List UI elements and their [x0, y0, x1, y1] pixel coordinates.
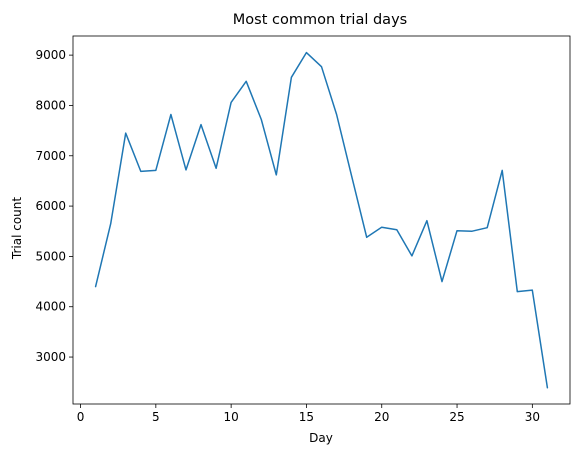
x-tick-label: 20 — [374, 410, 389, 424]
y-tick-label: 3000 — [35, 350, 66, 364]
series-line — [94, 51, 549, 389]
x-tick-label: 15 — [299, 410, 314, 424]
y-tick-label: 5000 — [35, 249, 66, 263]
y-axis: 3000 4000 5000 6000 7000 8000 9000 — [35, 48, 73, 364]
x-tick-label: 10 — [223, 410, 238, 424]
x-tick-label: 5 — [152, 410, 160, 424]
y-tick-label: 8000 — [35, 98, 66, 112]
plot-area — [72, 35, 571, 405]
y-tick-label: 4000 — [35, 300, 66, 314]
x-tick-label: 30 — [525, 410, 540, 424]
chart-title: Most common trial days — [233, 12, 407, 28]
plot-frame — [72, 35, 571, 405]
y-axis-label: Trial count — [10, 197, 24, 260]
y-tick-label: 9000 — [35, 48, 66, 62]
x-tick-label: 0 — [77, 410, 85, 424]
y-tick-label: 6000 — [35, 199, 66, 213]
x-tick-label: 25 — [449, 410, 464, 424]
x-axis-label: Day — [309, 431, 333, 445]
x-axis: 0 5 10 15 20 25 30 — [77, 404, 540, 424]
y-tick-label: 7000 — [35, 149, 66, 163]
